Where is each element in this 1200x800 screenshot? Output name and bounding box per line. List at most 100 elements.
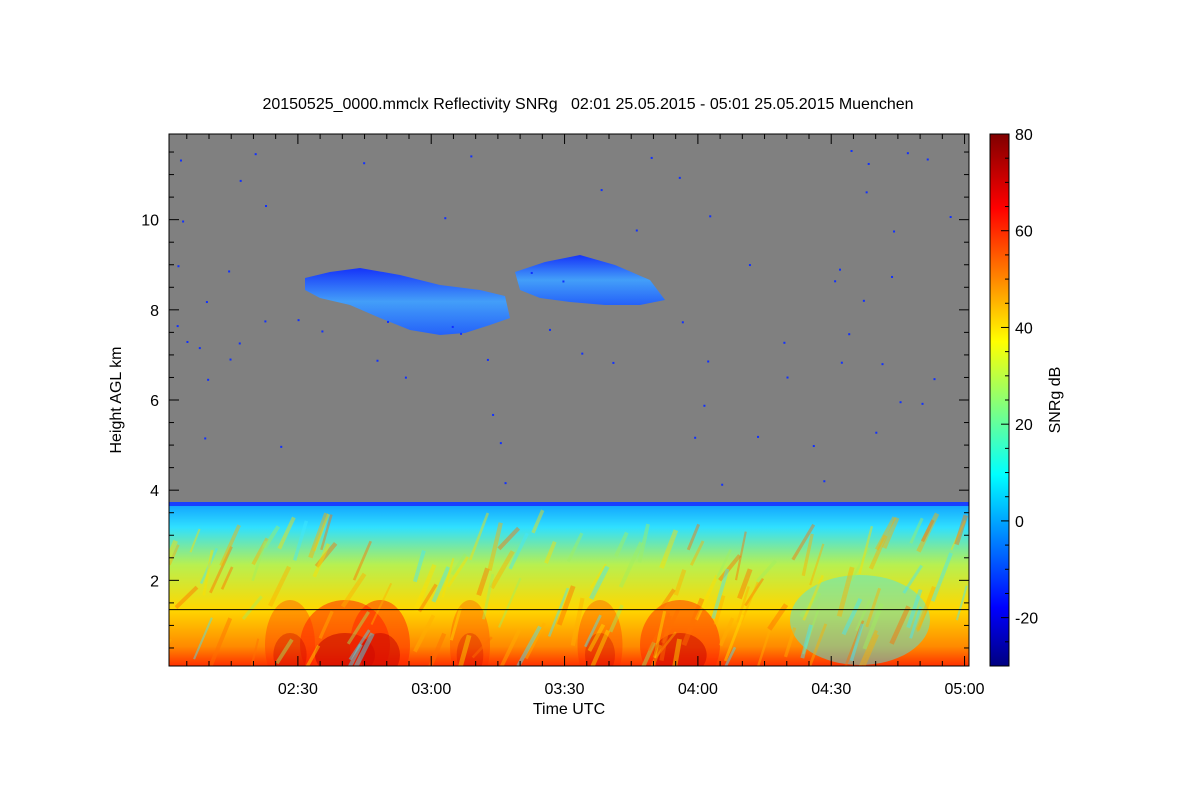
speckle <box>681 321 684 324</box>
speckle <box>678 176 681 179</box>
streak <box>292 520 309 561</box>
streak <box>346 611 370 645</box>
streak <box>711 568 730 620</box>
speckle <box>492 413 495 416</box>
streak <box>902 564 923 594</box>
y-axis-title: Height AGL km <box>108 346 125 453</box>
streak <box>308 512 329 559</box>
speckle <box>404 376 407 379</box>
streak <box>650 644 663 666</box>
hotspot <box>790 575 930 665</box>
streak <box>370 582 393 625</box>
streak <box>736 586 750 623</box>
streak <box>251 537 269 566</box>
streak <box>353 632 375 666</box>
streak <box>531 509 545 534</box>
speckle <box>703 404 706 407</box>
speckle <box>707 360 710 363</box>
streak <box>724 646 737 666</box>
streak <box>250 638 260 666</box>
streak <box>220 566 234 590</box>
streak <box>219 524 241 567</box>
speckle <box>875 431 878 434</box>
streak <box>737 568 753 600</box>
streak <box>744 577 765 607</box>
speckle <box>363 162 366 165</box>
streak <box>909 606 922 639</box>
streak <box>413 614 436 653</box>
streak <box>740 581 759 624</box>
speckle <box>783 341 786 344</box>
speckle <box>280 445 283 448</box>
streak <box>855 599 871 632</box>
speckle <box>933 378 936 381</box>
streak <box>277 516 296 550</box>
streak <box>783 627 797 658</box>
streak <box>844 620 865 666</box>
speckle <box>205 301 208 304</box>
streak <box>312 513 330 552</box>
speckle <box>926 158 929 161</box>
streak <box>915 585 937 631</box>
colorbar-tick-label: 80 <box>1015 127 1033 144</box>
speckle <box>834 280 837 283</box>
speckle <box>850 149 853 152</box>
streak <box>868 534 888 570</box>
speckle <box>949 216 952 219</box>
streak <box>413 550 426 583</box>
streak <box>268 565 292 607</box>
streak <box>169 544 180 566</box>
streak <box>858 525 874 575</box>
speckle <box>823 480 826 483</box>
speckle <box>867 162 870 165</box>
streak <box>718 554 742 582</box>
streak <box>802 574 825 621</box>
y-tick-label: 2 <box>150 573 159 590</box>
y-axis: 2 4 6 8 10 <box>141 151 969 649</box>
x-tick-label: 05:00 <box>945 681 985 698</box>
streak <box>584 614 602 648</box>
speckle <box>486 358 489 361</box>
streak <box>348 629 371 661</box>
speckle <box>207 378 210 381</box>
colorbar-tick-label: 20 <box>1015 417 1033 434</box>
streak <box>487 522 503 572</box>
colorbar-axis: -20 0 20 40 60 80 <box>1001 127 1038 643</box>
hotspot <box>640 600 720 666</box>
streak <box>314 541 338 568</box>
speckle <box>812 445 815 448</box>
streak <box>808 623 828 666</box>
streak <box>658 588 676 612</box>
boundary-layer-streaks <box>169 502 969 666</box>
streak <box>909 517 924 544</box>
speckle <box>387 320 390 323</box>
streak <box>660 608 680 644</box>
streak <box>637 523 650 563</box>
speckle <box>254 153 257 156</box>
speckle <box>838 268 841 271</box>
streak <box>498 577 522 628</box>
speckle <box>451 325 454 328</box>
speckle <box>530 271 533 274</box>
x-tick-label: 02:30 <box>278 681 318 698</box>
speckle <box>177 265 180 268</box>
x-axis-title: Time UTC <box>533 701 605 718</box>
streak <box>865 587 882 628</box>
speckle <box>581 352 584 355</box>
streak <box>799 591 822 618</box>
streak <box>189 528 201 553</box>
streak <box>418 583 438 613</box>
hotspot <box>653 633 707 666</box>
hotspot <box>360 633 400 666</box>
x-tick-label: 03:30 <box>545 681 585 698</box>
streak <box>202 549 214 596</box>
streak <box>916 512 940 553</box>
streak <box>954 514 969 546</box>
speckle <box>906 152 909 155</box>
streak <box>618 541 644 588</box>
speckle <box>444 217 447 220</box>
speckle <box>229 358 232 361</box>
streak <box>428 632 447 666</box>
streak <box>169 539 178 563</box>
streak <box>305 644 321 666</box>
